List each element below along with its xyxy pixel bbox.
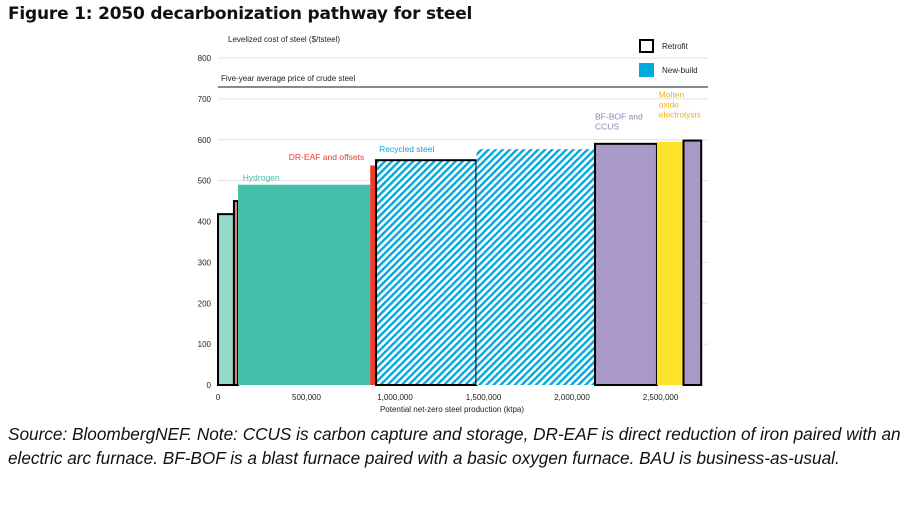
label-recycled: Recycled steel (379, 144, 434, 154)
label-molten-oxide: Molten oxide electrolysis (659, 89, 701, 119)
x-tick-label: 1,000,000 (377, 393, 413, 402)
label-dr-eaf-line: DR-EAF and offsets (289, 152, 364, 162)
label-hydrogen-line: Hydrogen (243, 173, 280, 183)
bar-dr-eaf-retrofit (232, 200, 240, 386)
bar-dr-eaf-newbuild (370, 165, 377, 385)
y-tick-label: 800 (198, 54, 212, 63)
y-tick-label: 500 (198, 177, 212, 186)
y-axis-ticks: 0 100 200 300 400 500 600 700 800 (198, 54, 212, 390)
y-tick-label: 400 (198, 218, 212, 227)
bar-bf-bof-ccus-retrofit (594, 142, 658, 386)
bar-recycled-retrofit (375, 159, 478, 386)
label-recycled-line: Recycled steel (379, 144, 434, 154)
reference-line-label: Five-year average price of crude steel (221, 74, 356, 83)
label-bf-bof: BF-BOF and CCUS (595, 112, 643, 132)
bars (217, 139, 703, 386)
y-axis-label: Levelized cost of steel ($/tsteel) (228, 35, 340, 44)
x-tick-label: 0 (216, 393, 221, 402)
label-molten-oxide-line: Molten (659, 89, 685, 99)
y-tick-label: 600 (198, 136, 212, 145)
x-tick-label: 1,500,000 (466, 393, 502, 402)
figure-note: Source: BloombergNEF. Note: CCUS is carb… (8, 424, 901, 468)
label-hydrogen: Hydrogen (243, 173, 280, 183)
y-tick-label: 700 (198, 95, 212, 104)
label-molten-oxide-line: oxide (659, 99, 680, 109)
bar-hydrogen-newbuild (238, 184, 371, 385)
label-bf-bof-line: BF-BOF and (595, 112, 643, 122)
bar-molten-oxide-newbuild (656, 141, 684, 385)
x-tick-label: 500,000 (292, 393, 321, 402)
label-molten-oxide-line: electrolysis (659, 109, 701, 119)
legend-label: New-build (662, 66, 698, 75)
annotations: Hydrogen DR-EAF and offsets Recycled steel… (243, 89, 701, 182)
y-tick-label: 0 (207, 381, 212, 390)
legend-swatch-new-build (639, 63, 654, 77)
bar-hydrogen-retrofit (217, 213, 235, 386)
y-tick-label: 100 (198, 340, 212, 349)
y-tick-label: 200 (198, 299, 212, 308)
x-tick-label: 2,000,000 (554, 393, 590, 402)
chart: 0 100 200 300 400 500 600 700 800 0 500,000 1,000,… (198, 35, 708, 414)
label-dr-eaf: DR-EAF and offsets (289, 152, 364, 162)
bar-bf-bof-ccus-retrofit-2 (682, 139, 703, 386)
label-bf-bof-line: CCUS (595, 122, 619, 132)
figure-title: Figure 1: 2050 decarbonization pathway f… (8, 4, 473, 24)
x-axis-label: Potential net-zero steel production (ktp… (380, 405, 524, 414)
bar-recycled-newbuild (476, 149, 596, 385)
y-tick-label: 300 (198, 258, 212, 267)
legend-swatch-retrofit (639, 39, 654, 53)
x-tick-label: 2,500,000 (643, 393, 679, 402)
legend: Retrofit New-build (639, 39, 698, 77)
reference-line-group: Five-year average price of crude steel (218, 74, 708, 88)
legend-label: Retrofit (662, 42, 689, 51)
x-axis-ticks: 0 500,000 1,000,000 1,500,000 2,000,000 2,500… (216, 393, 679, 402)
